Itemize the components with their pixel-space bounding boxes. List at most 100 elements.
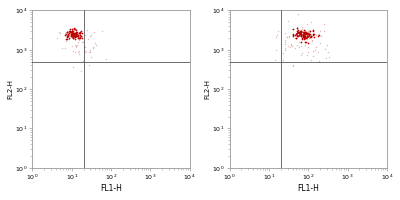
Point — [299, 34, 306, 37]
Point — [76, 39, 82, 42]
Point — [321, 23, 327, 26]
Point — [298, 33, 304, 36]
Point — [302, 34, 308, 37]
Point — [70, 35, 76, 38]
Point — [299, 35, 305, 38]
Point — [292, 32, 299, 35]
Point — [76, 37, 83, 41]
Point — [288, 43, 294, 46]
Point — [66, 30, 73, 34]
Point — [65, 32, 71, 35]
Point — [303, 23, 310, 26]
Point — [87, 34, 93, 38]
Point — [284, 45, 291, 48]
Point — [86, 51, 92, 54]
Point — [303, 37, 309, 40]
Point — [301, 36, 307, 39]
Point — [282, 42, 288, 45]
Point — [294, 43, 300, 46]
Point — [72, 44, 78, 47]
Point — [316, 59, 322, 62]
Point — [306, 33, 312, 36]
Point — [303, 35, 310, 38]
Point — [73, 31, 80, 34]
Point — [282, 41, 288, 44]
Point — [71, 31, 78, 34]
Point — [70, 49, 76, 52]
Point — [304, 32, 310, 35]
Point — [301, 31, 308, 34]
Point — [68, 30, 74, 34]
Point — [61, 46, 68, 50]
Point — [78, 34, 84, 38]
Point — [289, 63, 296, 67]
Point — [73, 29, 79, 32]
Point — [309, 40, 315, 43]
Point — [68, 35, 74, 38]
Point — [317, 30, 324, 33]
Point — [298, 30, 304, 34]
Point — [273, 36, 280, 39]
Point — [293, 32, 299, 35]
Point — [297, 32, 304, 35]
Point — [84, 28, 90, 31]
Point — [292, 37, 298, 40]
Point — [296, 30, 302, 34]
Point — [289, 44, 295, 47]
Point — [72, 36, 78, 39]
Point — [77, 31, 84, 34]
Point — [76, 31, 83, 34]
Point — [82, 46, 88, 49]
Point — [302, 40, 308, 43]
Point — [295, 31, 301, 34]
Point — [308, 58, 314, 61]
Point — [75, 37, 82, 40]
Point — [90, 47, 97, 50]
Point — [302, 35, 309, 38]
Point — [298, 34, 304, 37]
Point — [326, 56, 332, 59]
Point — [323, 56, 329, 59]
Point — [273, 48, 280, 51]
Point — [86, 51, 93, 54]
Point — [298, 32, 305, 35]
Point — [311, 35, 318, 38]
Point — [310, 49, 316, 52]
Point — [75, 40, 81, 43]
Point — [54, 36, 60, 39]
Point — [67, 30, 73, 33]
Point — [324, 44, 330, 47]
Point — [68, 34, 74, 37]
Point — [72, 38, 78, 41]
Point — [302, 28, 308, 31]
Point — [306, 32, 312, 35]
Point — [284, 35, 291, 38]
Point — [298, 25, 305, 29]
Point — [304, 53, 310, 57]
Point — [310, 55, 317, 58]
Point — [77, 30, 84, 33]
Point — [91, 30, 98, 33]
Point — [295, 30, 302, 33]
Point — [298, 36, 305, 39]
Point — [302, 31, 308, 34]
Point — [303, 31, 310, 34]
Point — [301, 34, 307, 37]
Point — [70, 31, 76, 35]
Point — [69, 29, 75, 33]
Point — [68, 32, 74, 35]
Point — [67, 34, 74, 38]
Point — [314, 50, 321, 53]
Point — [296, 31, 303, 35]
Point — [64, 30, 70, 33]
Point — [74, 35, 81, 39]
Point — [299, 37, 305, 40]
Point — [69, 31, 75, 34]
Point — [306, 33, 313, 37]
Point — [74, 44, 80, 47]
Point — [300, 35, 306, 38]
Point — [294, 34, 300, 37]
Point — [305, 29, 311, 32]
Point — [302, 44, 308, 47]
Point — [82, 34, 88, 37]
